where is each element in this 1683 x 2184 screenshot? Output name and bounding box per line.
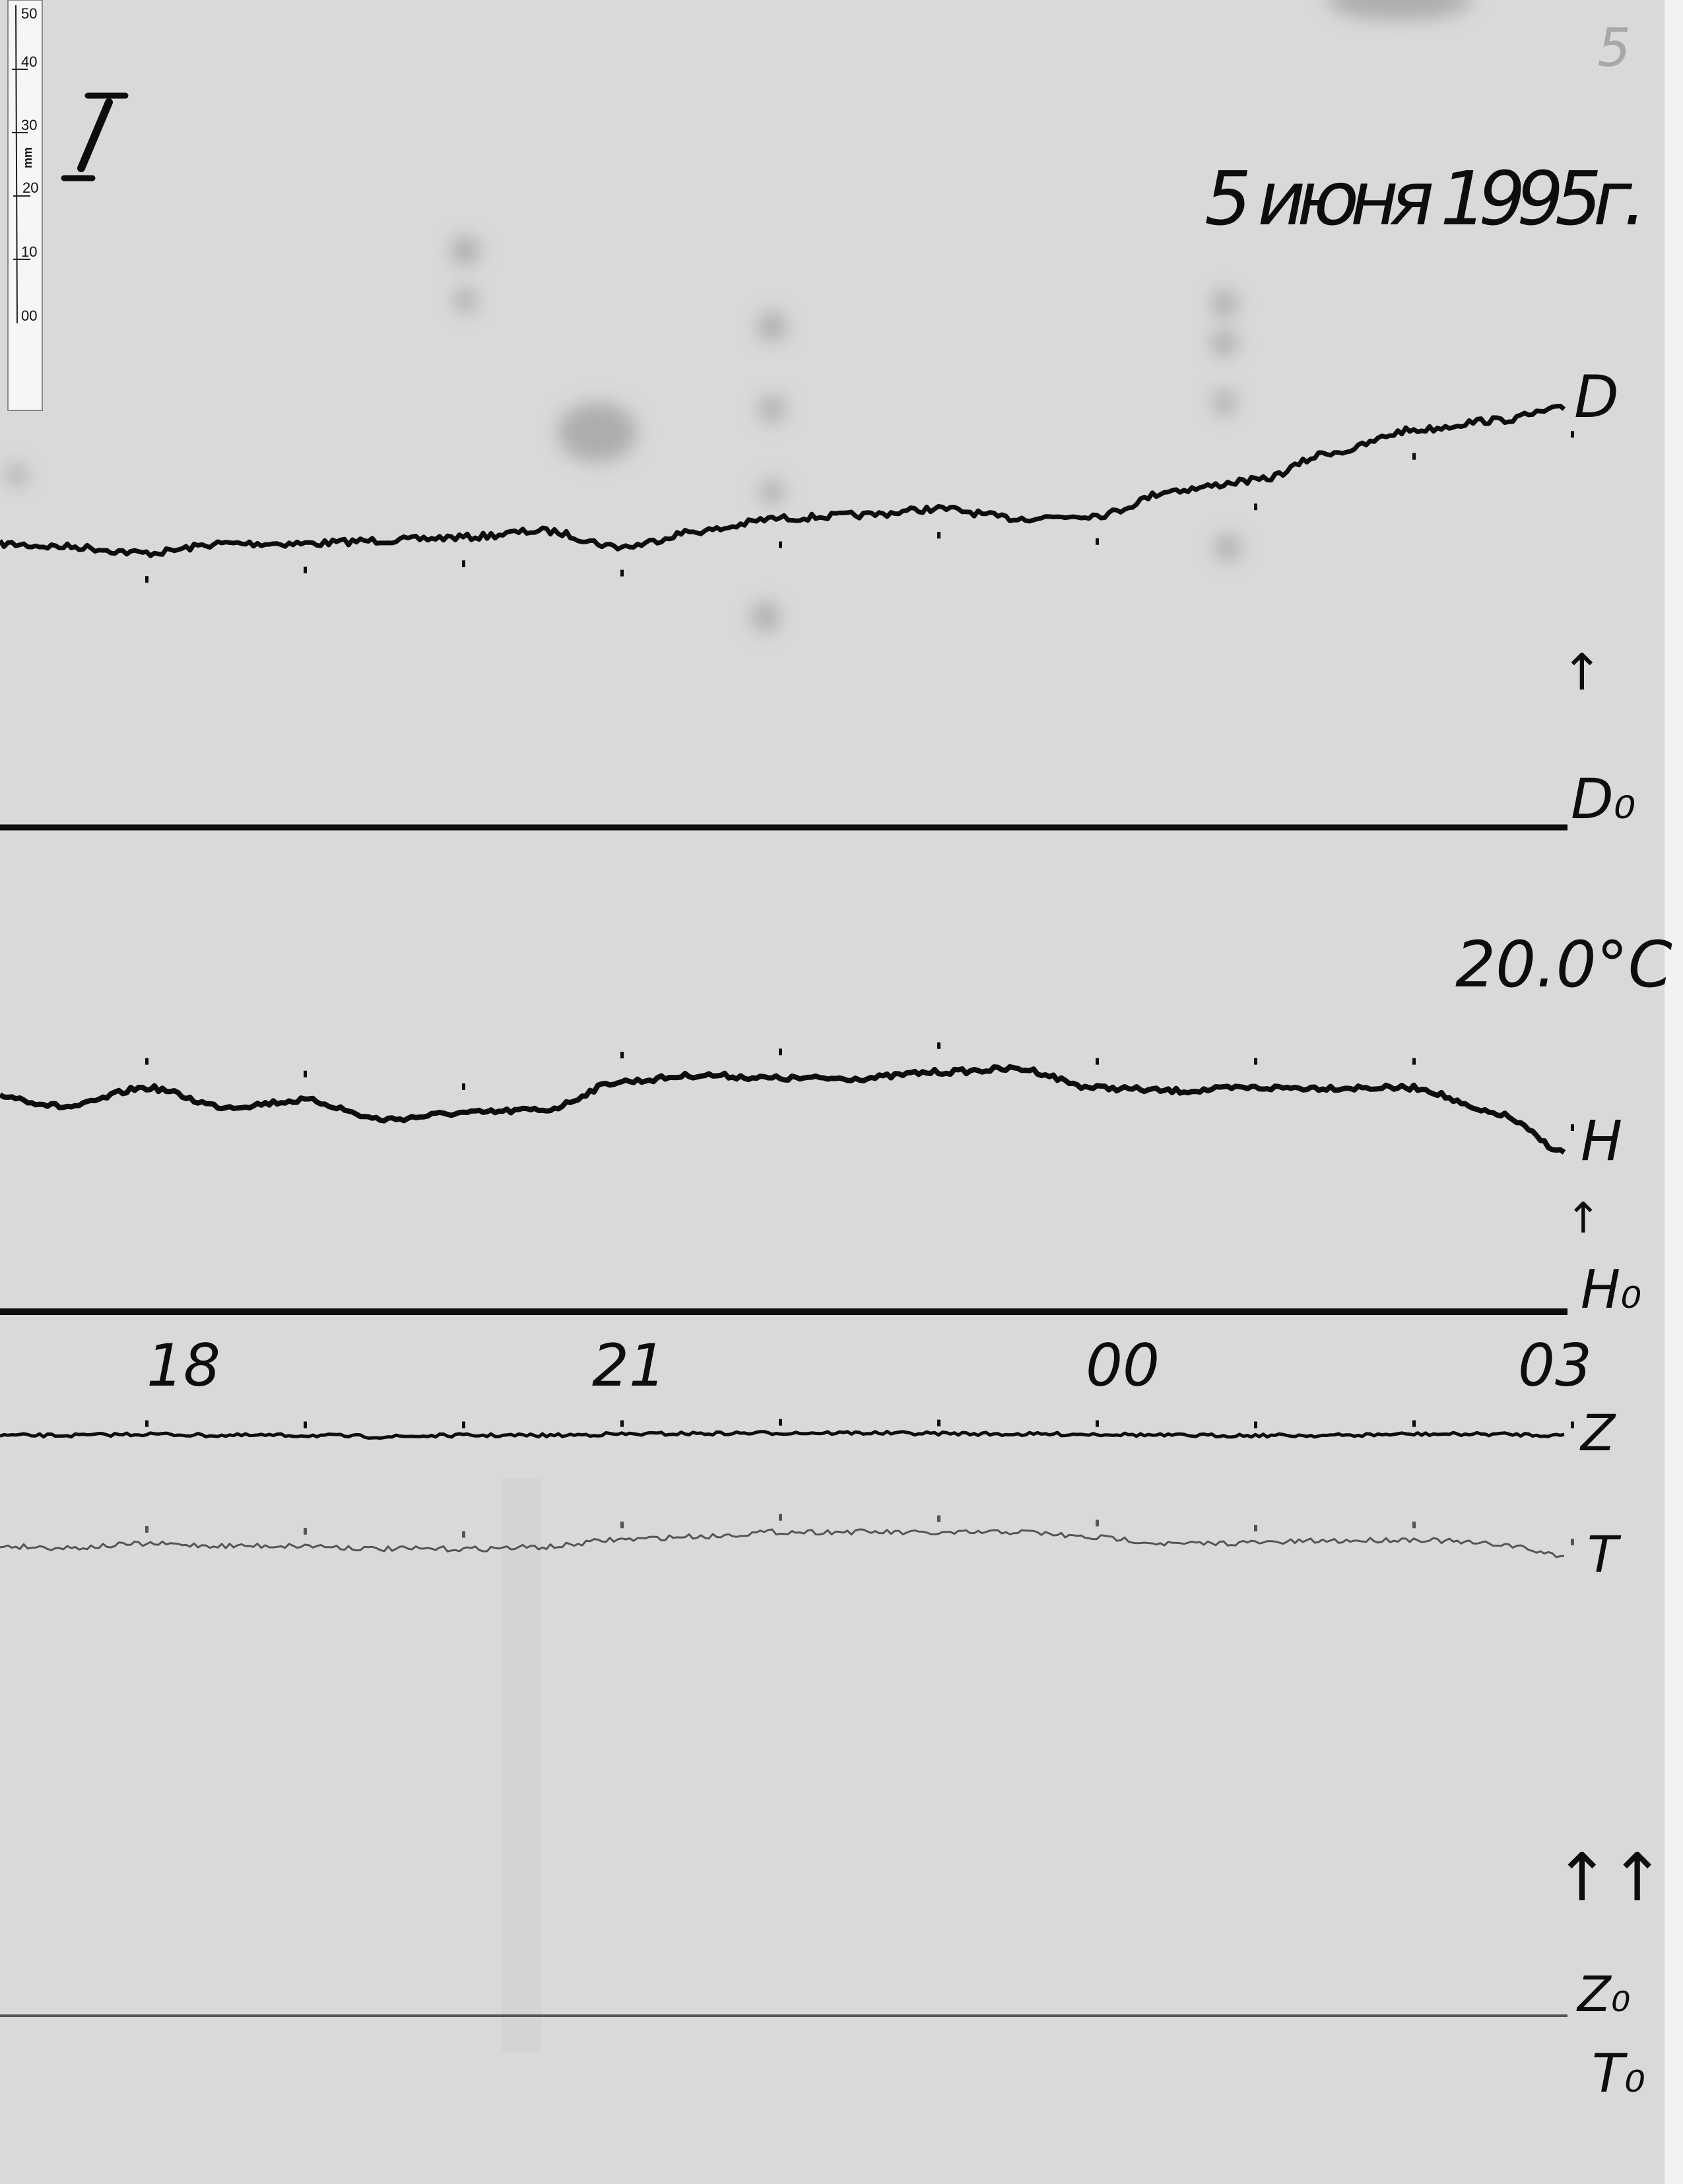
record-date: 5 июня 1995г. — [1204, 156, 1647, 242]
mm-ruler: 50 40 30 mm 20 10 00 — [7, 0, 43, 411]
z-trace-label: Z — [1579, 1403, 1616, 1462]
time-label-18: 18 — [147, 1332, 220, 1399]
hour-mark — [145, 1526, 148, 1533]
hour-mark — [145, 1420, 148, 1427]
trace-h — [0, 1064, 1566, 1155]
hour-marks — [145, 431, 1574, 1546]
hour-mark — [1571, 1421, 1574, 1429]
hour-mark — [937, 1042, 940, 1049]
smudges — [6, 0, 1472, 631]
h-arrow-icon: ↑ — [1566, 1194, 1601, 1243]
hour-mark — [145, 1058, 148, 1065]
hour-mark — [1254, 503, 1257, 511]
hour-mark — [1571, 1124, 1574, 1131]
d-baseline-label: D₀ — [1571, 767, 1635, 831]
hour-mark — [462, 1083, 465, 1090]
trace-z — [0, 1429, 1565, 1440]
hour-mark — [1254, 1058, 1257, 1065]
time-label-03: 03 — [1518, 1332, 1592, 1399]
hour-mark — [1254, 1525, 1257, 1531]
time-label-21: 21 — [592, 1332, 666, 1399]
hour-mark — [779, 1048, 782, 1056]
traces — [0, 403, 1566, 1558]
h-trace-label: H — [1581, 1108, 1622, 1173]
hour-mark — [620, 1420, 624, 1427]
temperature-label: 20.0°C — [1455, 928, 1672, 1002]
hour-mark — [779, 1419, 782, 1426]
hour-mark — [462, 1531, 465, 1538]
hour-mark — [937, 532, 940, 539]
hour-mark — [779, 1514, 782, 1521]
hour-mark — [1571, 1539, 1574, 1546]
ruler-tick-20: 20 — [22, 179, 38, 196]
t-baseline-label: T₀ — [1592, 2043, 1645, 2104]
ruler-unit: mm — [21, 147, 34, 168]
z-baseline-label: Z₀ — [1576, 1966, 1630, 2023]
hour-mark — [1096, 538, 1099, 545]
hour-mark — [620, 1522, 624, 1529]
hour-mark — [1096, 1420, 1099, 1427]
hour-mark — [145, 576, 148, 583]
ruler-tick-00: 00 — [21, 307, 37, 324]
ruler-tick-30: 30 — [21, 117, 37, 133]
hour-mark — [620, 1052, 624, 1059]
hour-mark — [1412, 1420, 1416, 1427]
hour-mark — [1254, 1421, 1257, 1429]
trace-t — [0, 1528, 1565, 1558]
hour-mark — [462, 560, 465, 567]
paper-shade — [502, 1478, 541, 2052]
zt-arrows-icon: ↑↑ — [1554, 1839, 1665, 1916]
hour-mark — [1571, 431, 1574, 438]
hour-mark — [779, 541, 782, 548]
hour-mark — [1412, 1058, 1416, 1065]
hour-mark — [304, 1070, 307, 1077]
ruler-tick-10: 10 — [21, 243, 37, 260]
hour-mark — [937, 1515, 940, 1522]
hour-mark — [462, 1421, 465, 1429]
hour-mark — [937, 1419, 940, 1427]
hour-mark — [304, 1527, 307, 1535]
hour-mark — [620, 569, 624, 577]
hour-mark — [304, 566, 307, 573]
ruler-tick-50: 50 — [21, 5, 37, 22]
hour-mark — [1412, 453, 1416, 460]
hour-mark — [1096, 1058, 1099, 1065]
t-trace-label: T — [1587, 1525, 1622, 1584]
time-label-00: 00 — [1086, 1332, 1160, 1399]
trace-d — [0, 403, 1566, 558]
h-baseline-label: H₀ — [1581, 1259, 1641, 1320]
page-number: 5 — [1597, 17, 1631, 79]
ruler-tick-40: 40 — [21, 53, 37, 70]
d-arrow-icon: ↑ — [1561, 643, 1603, 701]
right-margin-strip — [1665, 0, 1683, 2184]
d-trace-label: D — [1574, 363, 1619, 431]
hour-mark — [1412, 1522, 1416, 1529]
sheet-label: I — [61, 92, 129, 181]
hour-mark — [1096, 1520, 1099, 1527]
hour-mark — [304, 1421, 307, 1429]
